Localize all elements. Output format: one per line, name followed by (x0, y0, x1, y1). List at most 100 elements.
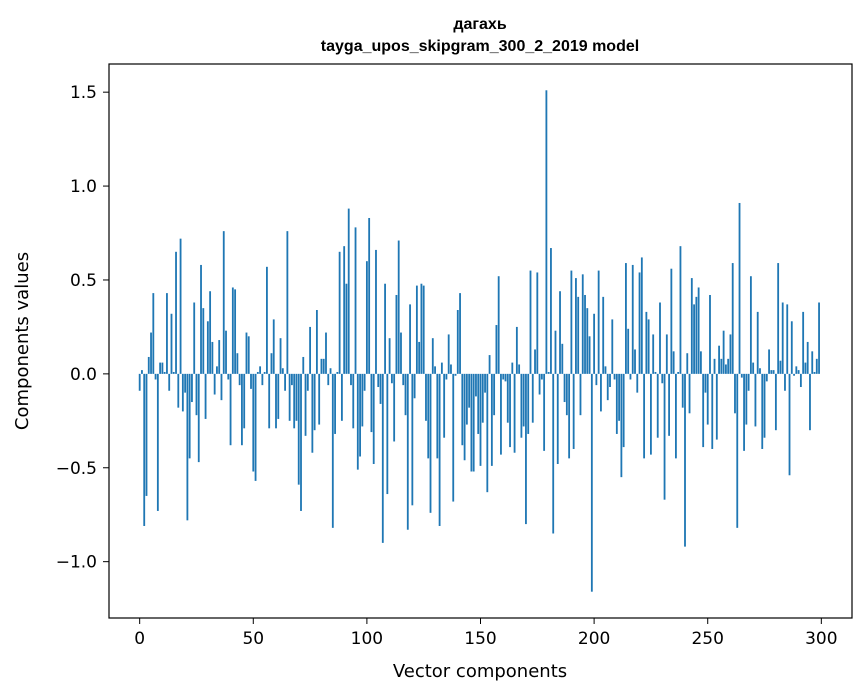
bar (520, 373, 523, 438)
bar (266, 266, 268, 374)
y-tick-label: −0.5 (56, 459, 97, 479)
bar (261, 373, 264, 386)
bar (306, 373, 309, 391)
bar (311, 373, 314, 453)
bar (711, 373, 714, 449)
bar (381, 373, 384, 543)
bar (556, 373, 559, 464)
x-tick-label: 0 (134, 629, 145, 649)
y-tick-label: 0.5 (70, 271, 97, 291)
bar (622, 373, 625, 448)
bar (645, 311, 648, 374)
bar (811, 351, 814, 374)
bar (565, 373, 568, 416)
bar (713, 358, 716, 374)
bar (377, 373, 380, 388)
bar (245, 332, 248, 374)
bar-series (138, 90, 820, 592)
bar (647, 319, 650, 374)
bar (688, 373, 691, 414)
bar (356, 373, 359, 470)
bar (166, 293, 168, 374)
bar (799, 373, 802, 388)
chart-subtitle: tayga_upos_skipgram_300_2_2019 model (321, 38, 639, 55)
bar (702, 373, 705, 448)
bar (225, 330, 227, 374)
bar (761, 373, 764, 449)
bar (227, 373, 230, 380)
bar (640, 257, 643, 374)
bar (168, 373, 171, 391)
bar (786, 304, 789, 374)
bar (681, 373, 684, 408)
bar (400, 332, 402, 374)
bar (695, 296, 698, 374)
bar (222, 231, 225, 374)
bar (765, 373, 768, 382)
bar (527, 373, 530, 434)
bar (172, 371, 175, 374)
bar (284, 373, 286, 391)
bar (138, 373, 141, 391)
bar (693, 304, 695, 374)
bar (806, 341, 809, 374)
bar (618, 373, 621, 421)
bar (152, 293, 155, 374)
bar (211, 341, 214, 374)
bar (668, 373, 670, 436)
bar (390, 373, 393, 384)
bar (313, 373, 316, 431)
bar (243, 373, 246, 429)
bar (188, 373, 191, 459)
bar (286, 231, 289, 374)
bar (329, 368, 332, 374)
bar (159, 362, 162, 374)
bar (213, 373, 216, 395)
bar (550, 248, 552, 374)
bar (575, 278, 577, 374)
bar (781, 302, 784, 374)
bar (672, 351, 675, 374)
bar (743, 373, 745, 451)
bar (270, 353, 273, 374)
bar (440, 362, 443, 374)
bar (525, 373, 527, 525)
bar (472, 373, 475, 472)
bar (325, 332, 327, 374)
bar (459, 293, 461, 374)
bar (522, 373, 525, 427)
bar (493, 373, 496, 416)
bar (815, 358, 818, 374)
bar (163, 371, 166, 374)
bar (597, 270, 600, 374)
bar (756, 311, 759, 374)
bar (252, 373, 255, 472)
bar (579, 373, 582, 416)
bar (738, 202, 741, 374)
bar (793, 373, 795, 376)
bar (684, 373, 686, 547)
bar (220, 373, 223, 401)
bar (686, 353, 689, 374)
bar (620, 373, 623, 478)
bar (709, 294, 711, 374)
bar (543, 373, 546, 451)
y-tick-label: 1.0 (70, 177, 97, 197)
bar (161, 362, 164, 374)
bar (370, 373, 373, 433)
bar (170, 313, 173, 374)
bar (502, 373, 505, 380)
bar (447, 334, 450, 374)
bar (395, 294, 398, 374)
bar (774, 373, 777, 431)
bar (393, 373, 396, 442)
bar (545, 90, 548, 374)
bar (611, 319, 614, 374)
bar (431, 338, 434, 374)
bar (665, 334, 668, 374)
bar (613, 373, 616, 380)
bar (352, 373, 355, 429)
bar (718, 345, 720, 374)
bar (581, 274, 584, 374)
bar (784, 373, 786, 391)
